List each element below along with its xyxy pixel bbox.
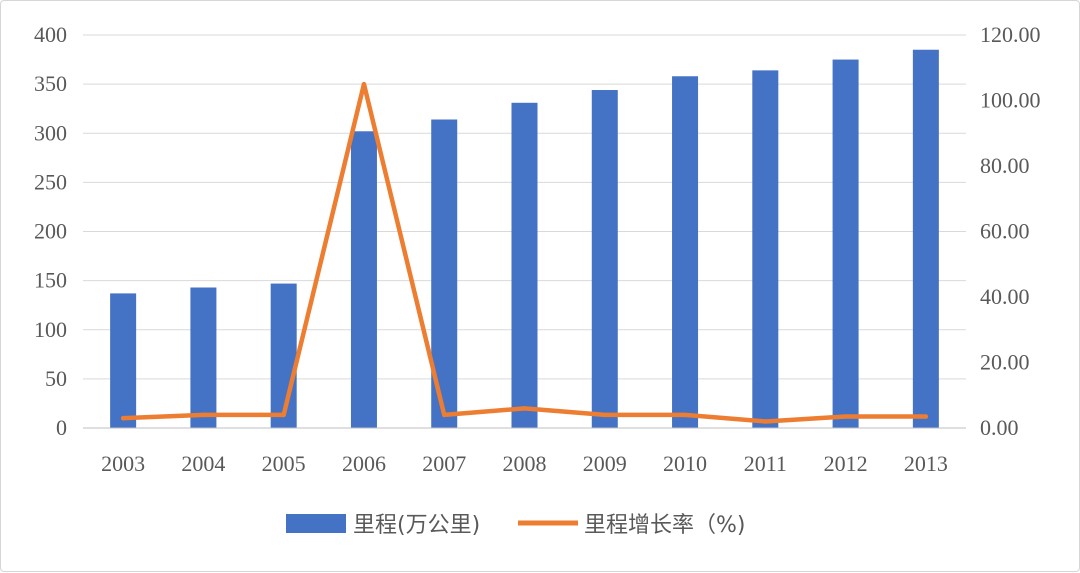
legend: 里程(万公里) 里程增长率（%): [286, 513, 746, 538]
legend-line-label: 里程增长率（%): [584, 513, 746, 538]
bar: [190, 287, 217, 428]
x-tick-label: 2006: [342, 451, 386, 476]
y-left-tick-label: 400: [34, 22, 67, 47]
line-point: [361, 81, 367, 87]
y-left-tick-label: 150: [34, 268, 67, 293]
y-left-tick-label: 200: [34, 219, 67, 244]
x-tick-label: 2003: [101, 451, 145, 476]
x-tick-label: 2011: [744, 451, 787, 476]
line-point: [522, 406, 527, 411]
bar: [672, 76, 699, 428]
x-axis: 2003 2004 2005 2006 2007 2008 2009 2010 2011 2012…: [83, 427, 966, 476]
line-point: [843, 414, 848, 419]
x-tick-label: 2012: [824, 451, 868, 476]
line-series-growth-rate: [120, 81, 929, 424]
line-point: [923, 414, 929, 419]
y-left-tick-label: 50: [45, 366, 67, 391]
y-left-tick-label: 350: [34, 71, 67, 96]
bar: [511, 102, 538, 428]
y-right-tick-label: 0.00: [980, 415, 1019, 440]
line-point: [201, 412, 206, 418]
bar: [591, 90, 618, 429]
y-right-tick-label: 40.00: [980, 284, 1030, 309]
line-point: [281, 412, 286, 418]
y-left-tick-label: 300: [34, 120, 67, 145]
bar: [350, 131, 377, 428]
x-tick-label: 2008: [503, 451, 547, 476]
y-left-tick-label: 250: [34, 169, 67, 194]
y-right-tick-label: 120.00: [980, 22, 1041, 47]
bar: [752, 70, 779, 429]
x-tick-label: 2007: [422, 451, 466, 476]
legend-bar-swatch: [286, 514, 346, 533]
bar: [832, 59, 859, 428]
line-point: [602, 412, 607, 418]
x-tick-label: 2010: [663, 451, 707, 476]
x-tick-label: 2013: [904, 451, 948, 476]
x-tick-label: 2009: [583, 451, 627, 476]
line-point: [120, 415, 126, 421]
y-right-tick-label: 60.00: [980, 219, 1030, 244]
bar: [912, 49, 939, 429]
line-point: [682, 412, 688, 418]
legend-bar-label: 里程(万公里): [353, 513, 480, 538]
y-left-tick-label: 0: [56, 415, 67, 440]
y-right-tick-label: 20.00: [980, 350, 1030, 375]
line-point: [763, 419, 768, 424]
y-left-tick-label: 100: [34, 317, 67, 342]
right-y-axis: 0.00 20.00 40.00 60.00 80.00 100.00 120.00: [980, 22, 1041, 440]
bar-series-mileage: [110, 49, 939, 429]
x-tick-label: 2005: [262, 451, 306, 476]
y-right-tick-label: 80.00: [980, 153, 1030, 178]
y-right-tick-label: 100.00: [980, 88, 1041, 113]
line-point: [442, 412, 447, 418]
x-tick-label: 2004: [181, 451, 225, 476]
left-y-axis: 0 50 100 150 200 250 300 350 400: [34, 22, 67, 440]
bar: [110, 293, 137, 428]
bar: [270, 283, 297, 428]
